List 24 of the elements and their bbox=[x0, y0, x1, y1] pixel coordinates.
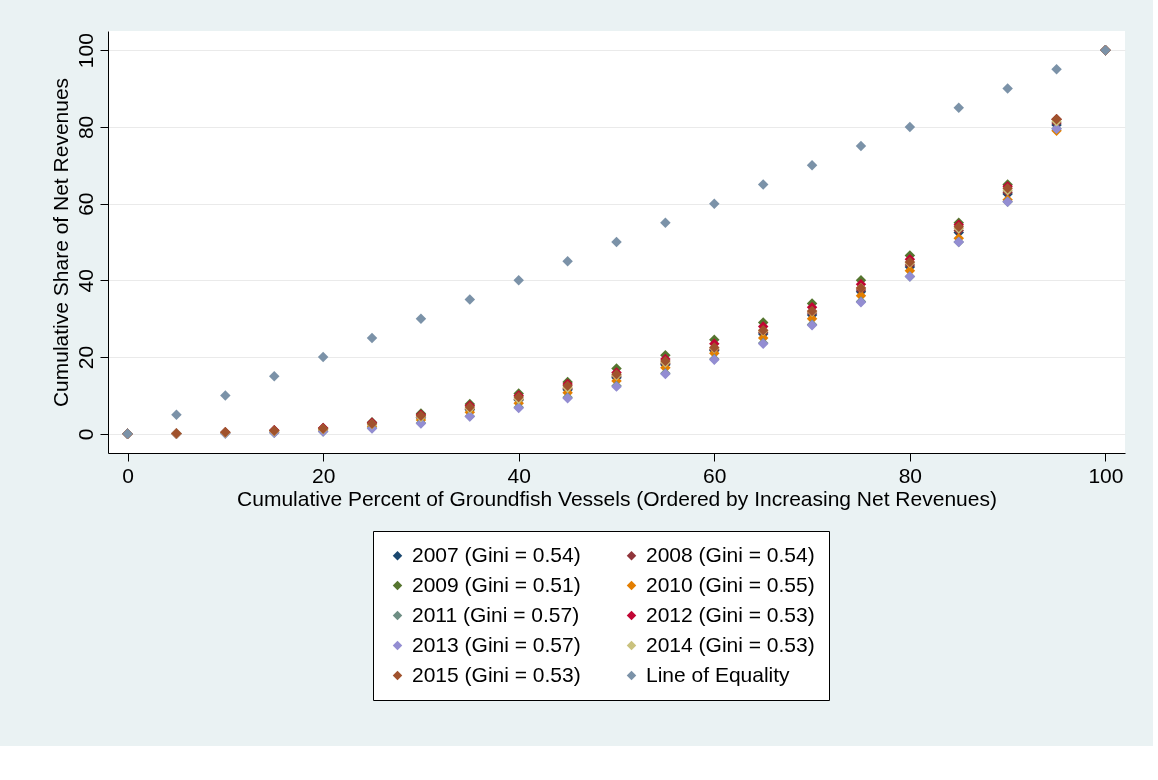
y-tick-label: 60 bbox=[73, 192, 97, 216]
x-axis-title: Cumulative Percent of Groundfish Vessels (Ordered by Increasing Net Revenues) bbox=[237, 486, 997, 510]
legend-label: Line of Equality bbox=[646, 662, 791, 686]
y-tick-label: 80 bbox=[73, 115, 97, 140]
y-tick-label: 0 bbox=[73, 428, 97, 441]
legend-label: 2014 (Gini = 0.53) bbox=[646, 632, 815, 656]
legend-label: 2015 (Gini = 0.53) bbox=[412, 662, 581, 686]
x-tick-label: 100 bbox=[1088, 463, 1124, 487]
legend-label: 2011 (Gini = 0.57) bbox=[412, 602, 580, 626]
x-tick-label: 80 bbox=[898, 463, 923, 487]
x-tick-label: 60 bbox=[703, 463, 727, 487]
x-tick-label: 0 bbox=[122, 463, 134, 487]
legend-label: 2010 (Gini = 0.55) bbox=[646, 572, 815, 596]
legend-label: 2013 (Gini = 0.57) bbox=[412, 632, 581, 656]
x-tick-label: 20 bbox=[311, 463, 336, 487]
y-axis-title: Cumulative Share of Net Revenues bbox=[48, 77, 72, 408]
y-tick-label: 20 bbox=[73, 345, 97, 370]
y-tick-label: 40 bbox=[73, 269, 97, 293]
legend-label: 2012 (Gini = 0.53) bbox=[646, 602, 815, 626]
x-tick-label: 40 bbox=[507, 463, 531, 487]
legend-label: 2009 (Gini = 0.51) bbox=[412, 572, 581, 596]
legend-label: 2007 (Gini = 0.54) bbox=[412, 542, 581, 566]
y-tick-label: 100 bbox=[73, 33, 97, 69]
legend-label: 2008 (Gini = 0.54) bbox=[646, 542, 815, 566]
